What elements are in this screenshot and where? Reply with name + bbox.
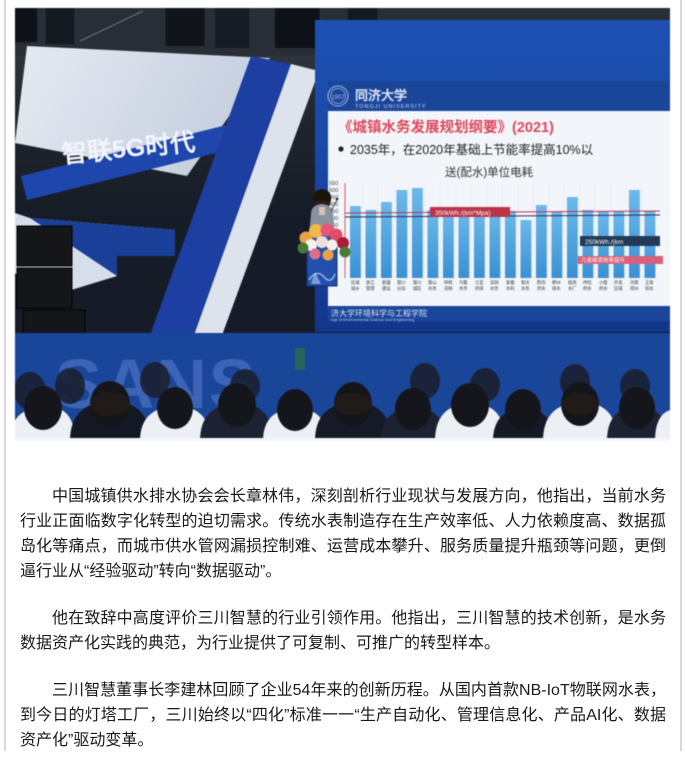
svg-text:水务: 水务 xyxy=(521,285,530,292)
svg-text:银川: 银川 xyxy=(413,279,422,286)
svg-text:区域: 区域 xyxy=(351,279,360,285)
svg-text:水利: 水利 xyxy=(506,285,515,291)
svg-text:1907: 1907 xyxy=(331,95,345,101)
svg-text:深圳: 深圳 xyxy=(490,279,499,286)
svg-text:呼和: 呼和 xyxy=(444,279,453,286)
svg-text:水务: 水务 xyxy=(490,285,499,292)
svg-text:500: 500 xyxy=(329,188,338,194)
svg-text:河南: 河南 xyxy=(630,279,639,285)
svg-text:ege of Environmental Science a: ege of Environmental Science and Enginee… xyxy=(331,317,414,322)
svg-text:乌鲁: 乌鲁 xyxy=(459,279,468,286)
svg-text:供水: 供水 xyxy=(583,285,592,292)
svg-text:供水: 供水 xyxy=(599,285,608,292)
svg-text:浩特: 浩特 xyxy=(444,285,453,292)
svg-text:同济大学: 同济大学 xyxy=(355,88,407,103)
svg-text:黔西: 黔西 xyxy=(537,279,546,286)
svg-text:区域: 区域 xyxy=(614,285,623,291)
svg-text:浙江: 浙江 xyxy=(366,279,375,286)
svg-text:水务: 水务 xyxy=(428,285,437,292)
svg-text:分局: 分局 xyxy=(397,285,406,292)
svg-text:供水: 供水 xyxy=(537,285,546,292)
svg-text:安徽: 安徽 xyxy=(506,279,515,286)
svg-text:城乡: 城乡 xyxy=(351,285,360,292)
svg-text:极简: 极简 xyxy=(568,279,577,286)
svg-text:供排: 供排 xyxy=(475,285,484,292)
svg-text:王家: 王家 xyxy=(645,279,654,285)
svg-text:几省碳资效率提升: 几省碳资效率提升 xyxy=(581,256,626,264)
svg-text:管理: 管理 xyxy=(366,285,375,292)
svg-text:小榄: 小榄 xyxy=(599,279,608,286)
svg-text:银川: 银川 xyxy=(397,279,406,286)
svg-text:木齐: 木齐 xyxy=(459,285,468,292)
svg-text:城区: 城区 xyxy=(413,285,422,292)
svg-text:550: 550 xyxy=(329,181,338,187)
svg-text:2035年，在2020年基础上节能率提高10%以: 2035年，在2020年基础上节能率提高10%以 xyxy=(350,142,594,157)
svg-text:安庆: 安庆 xyxy=(521,279,530,286)
svg-text:新疆: 新疆 xyxy=(382,279,391,286)
svg-text:排水: 排水 xyxy=(552,285,561,292)
svg-text:柳州: 柳州 xyxy=(552,279,561,286)
svg-text:250kWh./(km: 250kWh./(km xyxy=(585,239,623,246)
svg-text:郑州: 郑州 xyxy=(630,285,639,292)
svg-text:350kWh./(km*Mpa): 350kWh./(km*Mpa) xyxy=(435,210,491,217)
svg-text:TONGJI UNIVERSITY: TONGJI UNIVERSITY xyxy=(355,104,427,110)
svg-text:三亚: 三亚 xyxy=(475,280,484,285)
svg-text:400: 400 xyxy=(329,202,338,208)
svg-text:建设: 建设 xyxy=(382,285,391,292)
svg-text:送(配水)单位电耗: 送(配水)单位电耗 xyxy=(445,165,534,179)
svg-text:水厂: 水厂 xyxy=(568,285,577,292)
svg-text:开发: 开发 xyxy=(614,279,623,286)
svg-text:仲恺: 仲恺 xyxy=(583,279,592,286)
svg-text:唐山: 唐山 xyxy=(428,279,437,286)
svg-text:坝水: 坝水 xyxy=(645,285,654,292)
svg-text:《城镇水务发展规划纲要》(2021): 《城镇水务发展规划纲要》(2021) xyxy=(338,118,554,136)
